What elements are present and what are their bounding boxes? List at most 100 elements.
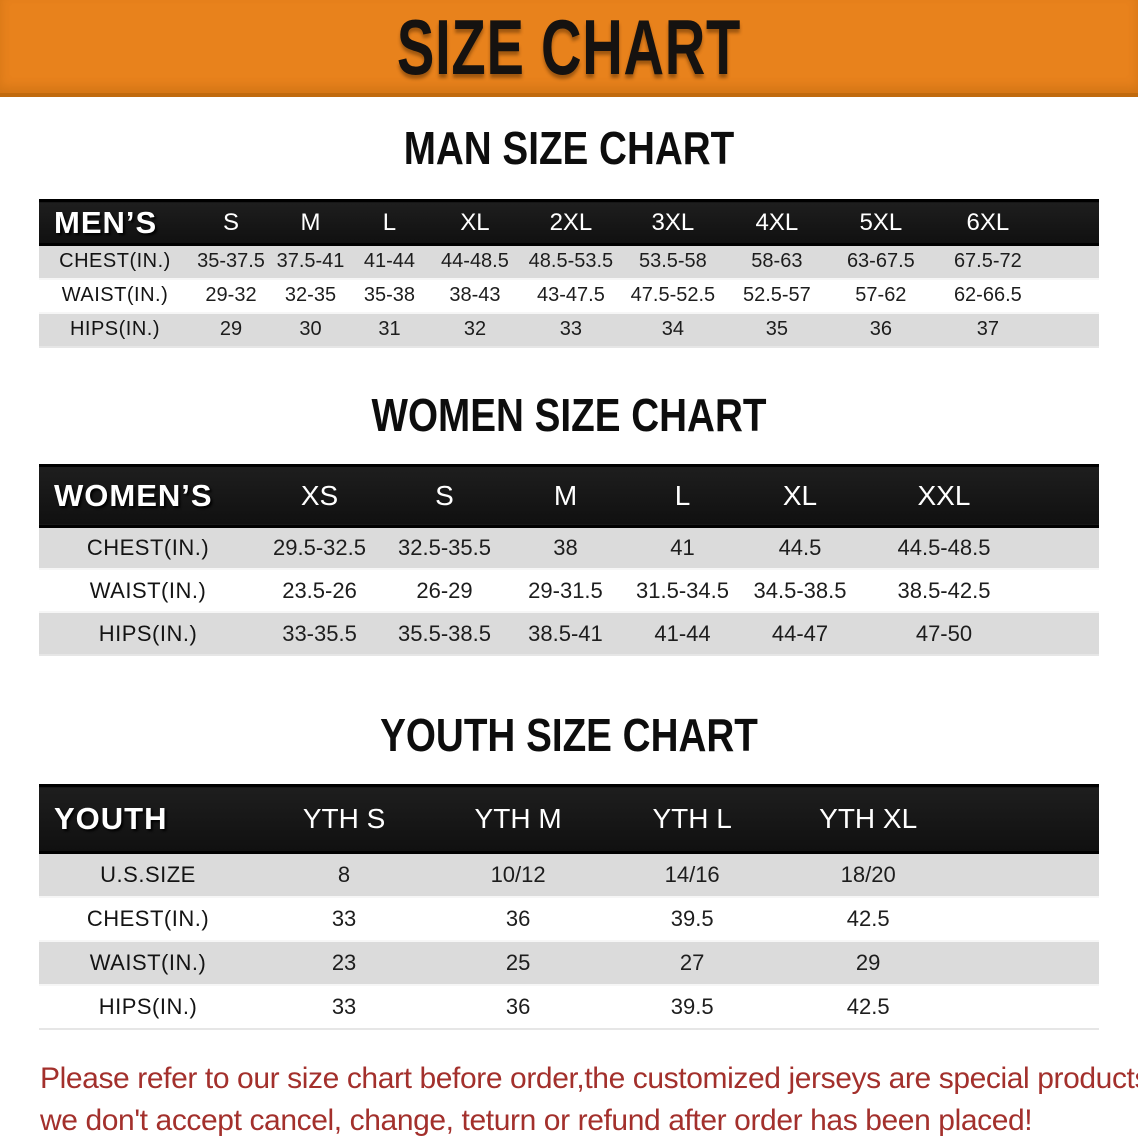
table-group-label: WOMEN’S [39,463,258,528]
size-value-cell: 33 [520,312,621,348]
size-value-cell: 29 [779,940,958,986]
women-section-title: WOMEN SIZE CHART [371,388,767,441]
men-section-title: MAN SIZE CHART [403,122,735,174]
row-filler [957,896,1099,942]
size-value-cell: 36 [431,896,606,942]
size-value-cell: 41-44 [349,244,429,280]
size-column-header: XXL [858,463,1029,528]
size-value-cell: 34 [620,312,725,348]
size-column-header: 6XL [932,199,1043,246]
size-value-cell: 18/20 [779,852,958,898]
table-row: HIPS(IN.) 29 30 31 32 33 34 35 36 37 [39,312,1099,348]
disclaimer-line-1: Please refer to our size chart before or… [40,1061,1138,1095]
size-value-cell: 35.5-38.5 [382,612,507,656]
row-label: CHEST(IN.) [39,896,258,942]
row-filler [957,852,1099,898]
youth-size-table: YOUTH YTH S YTH M YTH L YTH XL U.S.SIZE 8 10/12… [39,784,1099,1030]
size-value-cell: 10/12 [431,852,606,898]
size-value-cell: 41 [623,526,741,570]
size-value-cell: 35-38 [349,278,429,314]
table-row: U.S.SIZE 8 10/12 14/16 18/20 [39,852,1099,898]
size-value-cell: 25 [431,940,606,986]
row-filler [1028,526,1099,570]
size-value-cell: 44.5 [741,526,859,570]
row-filler [1028,569,1099,613]
size-value-cell: 14/16 [605,852,780,898]
size-column-header: YTH S [257,784,432,854]
size-value-cell: 23.5-26 [257,569,382,613]
size-value-cell: 58-63 [724,244,829,280]
youth-section-title: YOUTH SIZE CHART [380,709,758,761]
size-value-cell: 33 [257,896,432,942]
size-column-header: XL [428,199,521,246]
size-value-cell: 39.5 [605,896,780,942]
size-value-cell: 57-62 [828,278,933,314]
size-value-cell: 26-29 [382,569,507,613]
table-group-label: YOUTH [39,784,258,854]
row-filler [957,984,1099,1030]
table-row: CHEST(IN.) 33 36 39.5 42.5 [39,896,1099,942]
section-youth: YOUTH SIZE CHART YOUTH YTH S YTH M YTH L YTH… [0,712,1138,1030]
size-column-header: YTH XL [779,784,958,854]
size-value-cell: 63-67.5 [828,244,933,280]
size-value-cell: 29-32 [191,278,272,314]
size-column-header: 3XL [620,199,725,246]
size-value-cell: 67.5-72 [932,244,1043,280]
size-value-cell: 33-35.5 [257,612,382,656]
table-header-row: YOUTH YTH S YTH M YTH L YTH XL [39,784,1099,854]
row-filler [957,940,1099,986]
row-filler [1042,312,1099,348]
size-value-cell: 53.5-58 [620,244,725,280]
table-row: HIPS(IN.) 33 36 39.5 42.5 [39,984,1099,1030]
size-value-cell: 39.5 [605,984,780,1030]
row-label: HIPS(IN.) [39,984,258,1030]
table-row: WAIST(IN.) 23 25 27 29 [39,940,1099,986]
table-row: HIPS(IN.) 33-35.5 35.5-38.5 38.5-41 41-44 44-… [39,612,1099,656]
size-value-cell: 44.5-48.5 [858,526,1029,570]
size-column-header: L [623,463,741,528]
row-label: WAIST(IN.) [39,278,191,314]
size-value-cell: 36 [828,312,933,348]
row-label: HIPS(IN.) [39,612,258,656]
size-column-header: S [382,463,507,528]
size-value-cell: 47.5-52.5 [620,278,725,314]
table-row: CHEST(IN.) 29.5-32.5 32.5-35.5 38 41 44.5 44.5… [39,526,1099,570]
size-column-header: 4XL [724,199,829,246]
size-value-cell: 23 [257,940,432,986]
size-value-cell: 38.5-41 [506,612,624,656]
size-value-cell: 29 [191,312,272,348]
table-header-row: WOMEN’S XS S M L XL XXL [39,463,1099,528]
size-value-cell: 47-50 [858,612,1029,656]
size-value-cell: 62-66.5 [932,278,1043,314]
table-group-label: MEN’S [39,199,191,246]
size-column-header: XL [741,463,859,528]
size-column-header: M [506,463,624,528]
row-filler [1042,278,1099,314]
size-value-cell: 38 [506,526,624,570]
size-column-header: S [191,199,272,246]
row-label: CHEST(IN.) [39,244,191,280]
size-column-header: M [271,199,350,246]
header-filler [1042,199,1099,246]
size-value-cell: 29-31.5 [506,569,624,613]
banner: SIZE CHART [0,0,1138,97]
size-column-header: L [349,199,429,246]
table-row: WAIST(IN.) 29-32 32-35 35-38 38-43 43-47.5 47.… [39,278,1099,314]
header-filler [1028,463,1099,528]
section-men: MAN SIZE CHART MEN’S S M L XL 2XL 3XL 4XL 5XL 6XL… [0,125,1138,348]
size-value-cell: 36 [431,984,606,1030]
size-value-cell: 35 [724,312,829,348]
size-value-cell: 38-43 [428,278,521,314]
page-title: SIZE CHART [396,2,742,91]
size-value-cell: 27 [605,940,780,986]
size-value-cell: 30 [271,312,350,348]
section-women: WOMEN SIZE CHART WOMEN’S XS S M L XL XXL CHEST(… [0,388,1138,656]
size-value-cell: 42.5 [779,984,958,1030]
size-column-header: YTH M [431,784,606,854]
row-label: U.S.SIZE [39,852,258,898]
row-label: HIPS(IN.) [39,312,191,348]
size-value-cell: 31.5-34.5 [623,569,741,613]
size-value-cell: 32 [428,312,521,348]
size-value-cell: 52.5-57 [724,278,829,314]
